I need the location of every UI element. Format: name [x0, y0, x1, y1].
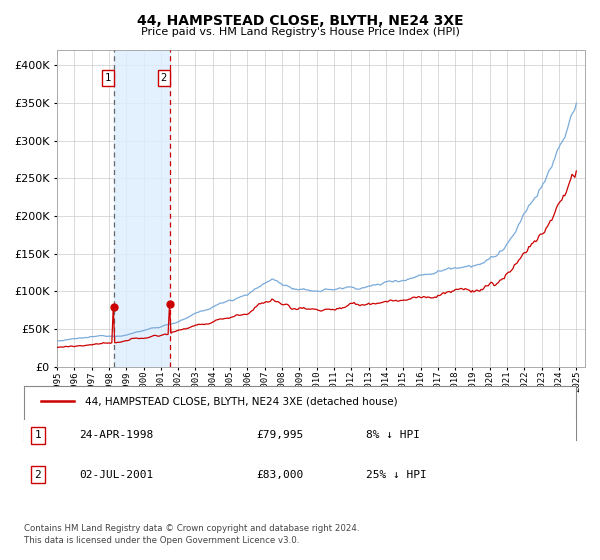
Text: 25% ↓ HPI: 25% ↓ HPI — [366, 470, 427, 479]
Text: 24-APR-1998: 24-APR-1998 — [79, 431, 154, 440]
Text: 2: 2 — [161, 73, 167, 83]
Text: £79,995: £79,995 — [256, 431, 303, 440]
Text: 44, HAMPSTEAD CLOSE, BLYTH, NE24 3XE: 44, HAMPSTEAD CLOSE, BLYTH, NE24 3XE — [137, 14, 463, 28]
Text: 1: 1 — [34, 431, 41, 440]
Text: 2: 2 — [34, 470, 41, 479]
Bar — [114, 50, 170, 367]
Text: 8% ↓ HPI: 8% ↓ HPI — [366, 431, 420, 440]
Text: £83,000: £83,000 — [256, 470, 303, 479]
Text: Contains HM Land Registry data © Crown copyright and database right 2024.: Contains HM Land Registry data © Crown c… — [24, 524, 359, 533]
Text: HPI: Average price, detached house, Northumberland: HPI: Average price, detached house, Nort… — [85, 419, 364, 430]
Text: Price paid vs. HM Land Registry's House Price Index (HPI): Price paid vs. HM Land Registry's House … — [140, 27, 460, 37]
Text: 02-JUL-2001: 02-JUL-2001 — [79, 470, 154, 479]
Text: 1: 1 — [105, 73, 112, 83]
Text: This data is licensed under the Open Government Licence v3.0.: This data is licensed under the Open Gov… — [24, 536, 299, 545]
Text: 44, HAMPSTEAD CLOSE, BLYTH, NE24 3XE (detached house): 44, HAMPSTEAD CLOSE, BLYTH, NE24 3XE (de… — [85, 396, 397, 407]
